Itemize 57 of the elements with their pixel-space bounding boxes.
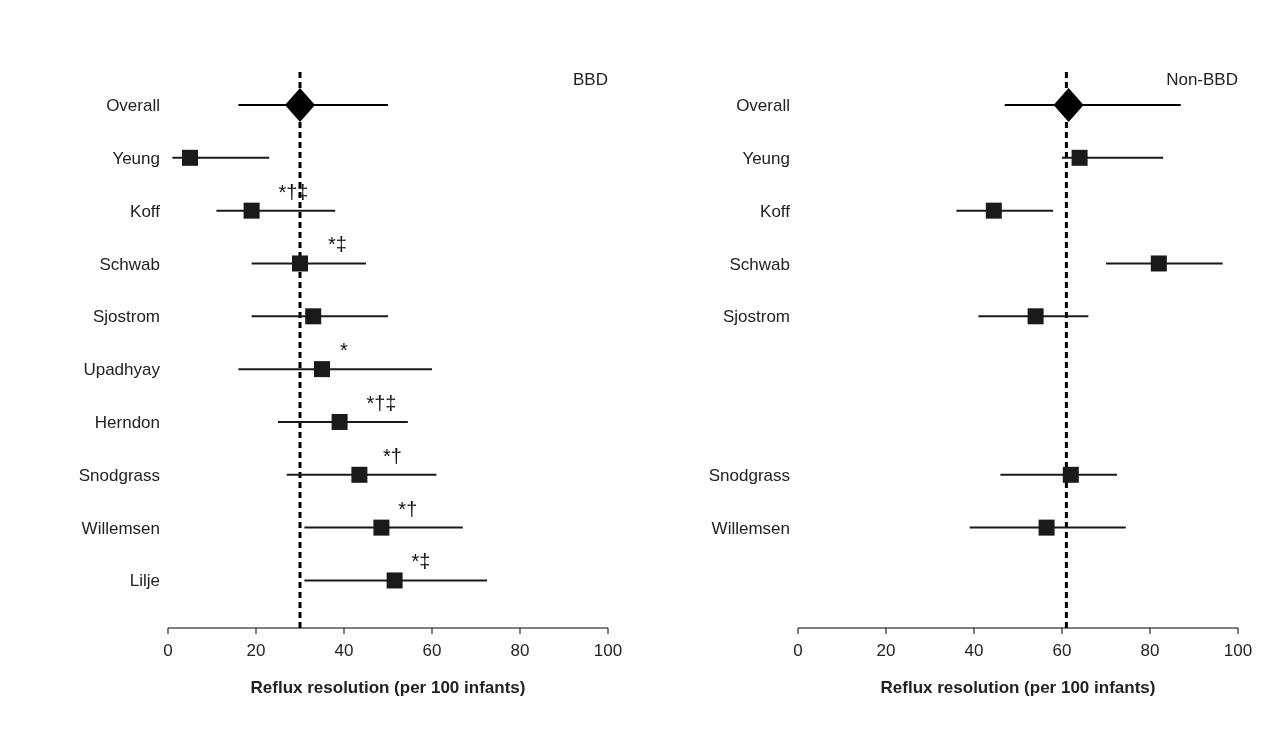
x-tick-label: 0 bbox=[163, 641, 173, 661]
y-tick-label: Yeung bbox=[112, 148, 160, 168]
point bbox=[182, 149, 198, 166]
point bbox=[305, 308, 322, 325]
point bbox=[1053, 87, 1084, 122]
y-tick-label: Sjostrom bbox=[722, 307, 790, 327]
y-tick-label: Koff bbox=[130, 201, 161, 221]
x-axis-title: Reflux resolution (per 100 infants) bbox=[250, 678, 526, 697]
point bbox=[1062, 466, 1079, 483]
y-tick-label: Willemsen bbox=[81, 518, 160, 538]
y-tick-label: Schwab bbox=[729, 254, 790, 274]
point bbox=[1150, 255, 1167, 272]
annotation: *‡ bbox=[327, 233, 347, 256]
y-tick-label: Yeung bbox=[742, 148, 790, 168]
annotation: *†‡ bbox=[278, 180, 309, 203]
annotation: *†‡ bbox=[366, 391, 397, 414]
y-tick-label: Upadhyay bbox=[83, 360, 161, 380]
y-tick-label: Herndon bbox=[94, 413, 160, 432]
point bbox=[985, 202, 1002, 219]
annotation: *† bbox=[398, 497, 418, 520]
x-tick-label: 20 bbox=[246, 641, 266, 661]
x-tick-label: 100 bbox=[1223, 641, 1253, 661]
y-tick-label: Overall bbox=[736, 96, 790, 116]
point bbox=[386, 572, 403, 589]
x-tick-label: 20 bbox=[876, 641, 896, 661]
annotation: BBD bbox=[573, 70, 608, 90]
x-tick-label: 80 bbox=[1140, 641, 1160, 661]
point bbox=[1071, 149, 1088, 166]
annotation: *† bbox=[382, 444, 402, 467]
x-tick-label: 40 bbox=[334, 641, 354, 661]
point bbox=[292, 255, 308, 272]
point bbox=[351, 466, 368, 483]
annotation: Non-BBD bbox=[1166, 70, 1238, 90]
y-tick-label: Overall bbox=[106, 96, 160, 116]
point bbox=[243, 202, 260, 219]
x-tick-label: 100 bbox=[593, 641, 623, 661]
x-tick-label: 40 bbox=[964, 641, 984, 661]
y-tick-label: Lilje bbox=[129, 571, 160, 591]
x-axis-title: Reflux resolution (per 100 infants) bbox=[880, 678, 1156, 697]
x-tick-label: 80 bbox=[510, 641, 530, 661]
y-tick-label: Sjostrom bbox=[92, 307, 160, 327]
annotation: * bbox=[340, 339, 349, 362]
point bbox=[285, 87, 315, 122]
point bbox=[314, 361, 330, 378]
x-tick-label: 0 bbox=[793, 641, 803, 661]
point bbox=[1038, 519, 1055, 536]
point bbox=[373, 519, 390, 536]
x-tick-label: 60 bbox=[422, 641, 442, 661]
y-tick-label: Schwab bbox=[99, 254, 160, 274]
x-tick-label: 60 bbox=[1052, 641, 1072, 661]
y-tick-label: Snodgrass bbox=[78, 465, 160, 485]
y-tick-label: Snodgrass bbox=[708, 465, 790, 485]
point bbox=[1027, 308, 1044, 325]
point bbox=[331, 413, 348, 430]
y-tick-label: Willemsen bbox=[711, 518, 790, 538]
annotation: *‡ bbox=[411, 550, 431, 573]
y-tick-label: Koff bbox=[760, 201, 791, 221]
